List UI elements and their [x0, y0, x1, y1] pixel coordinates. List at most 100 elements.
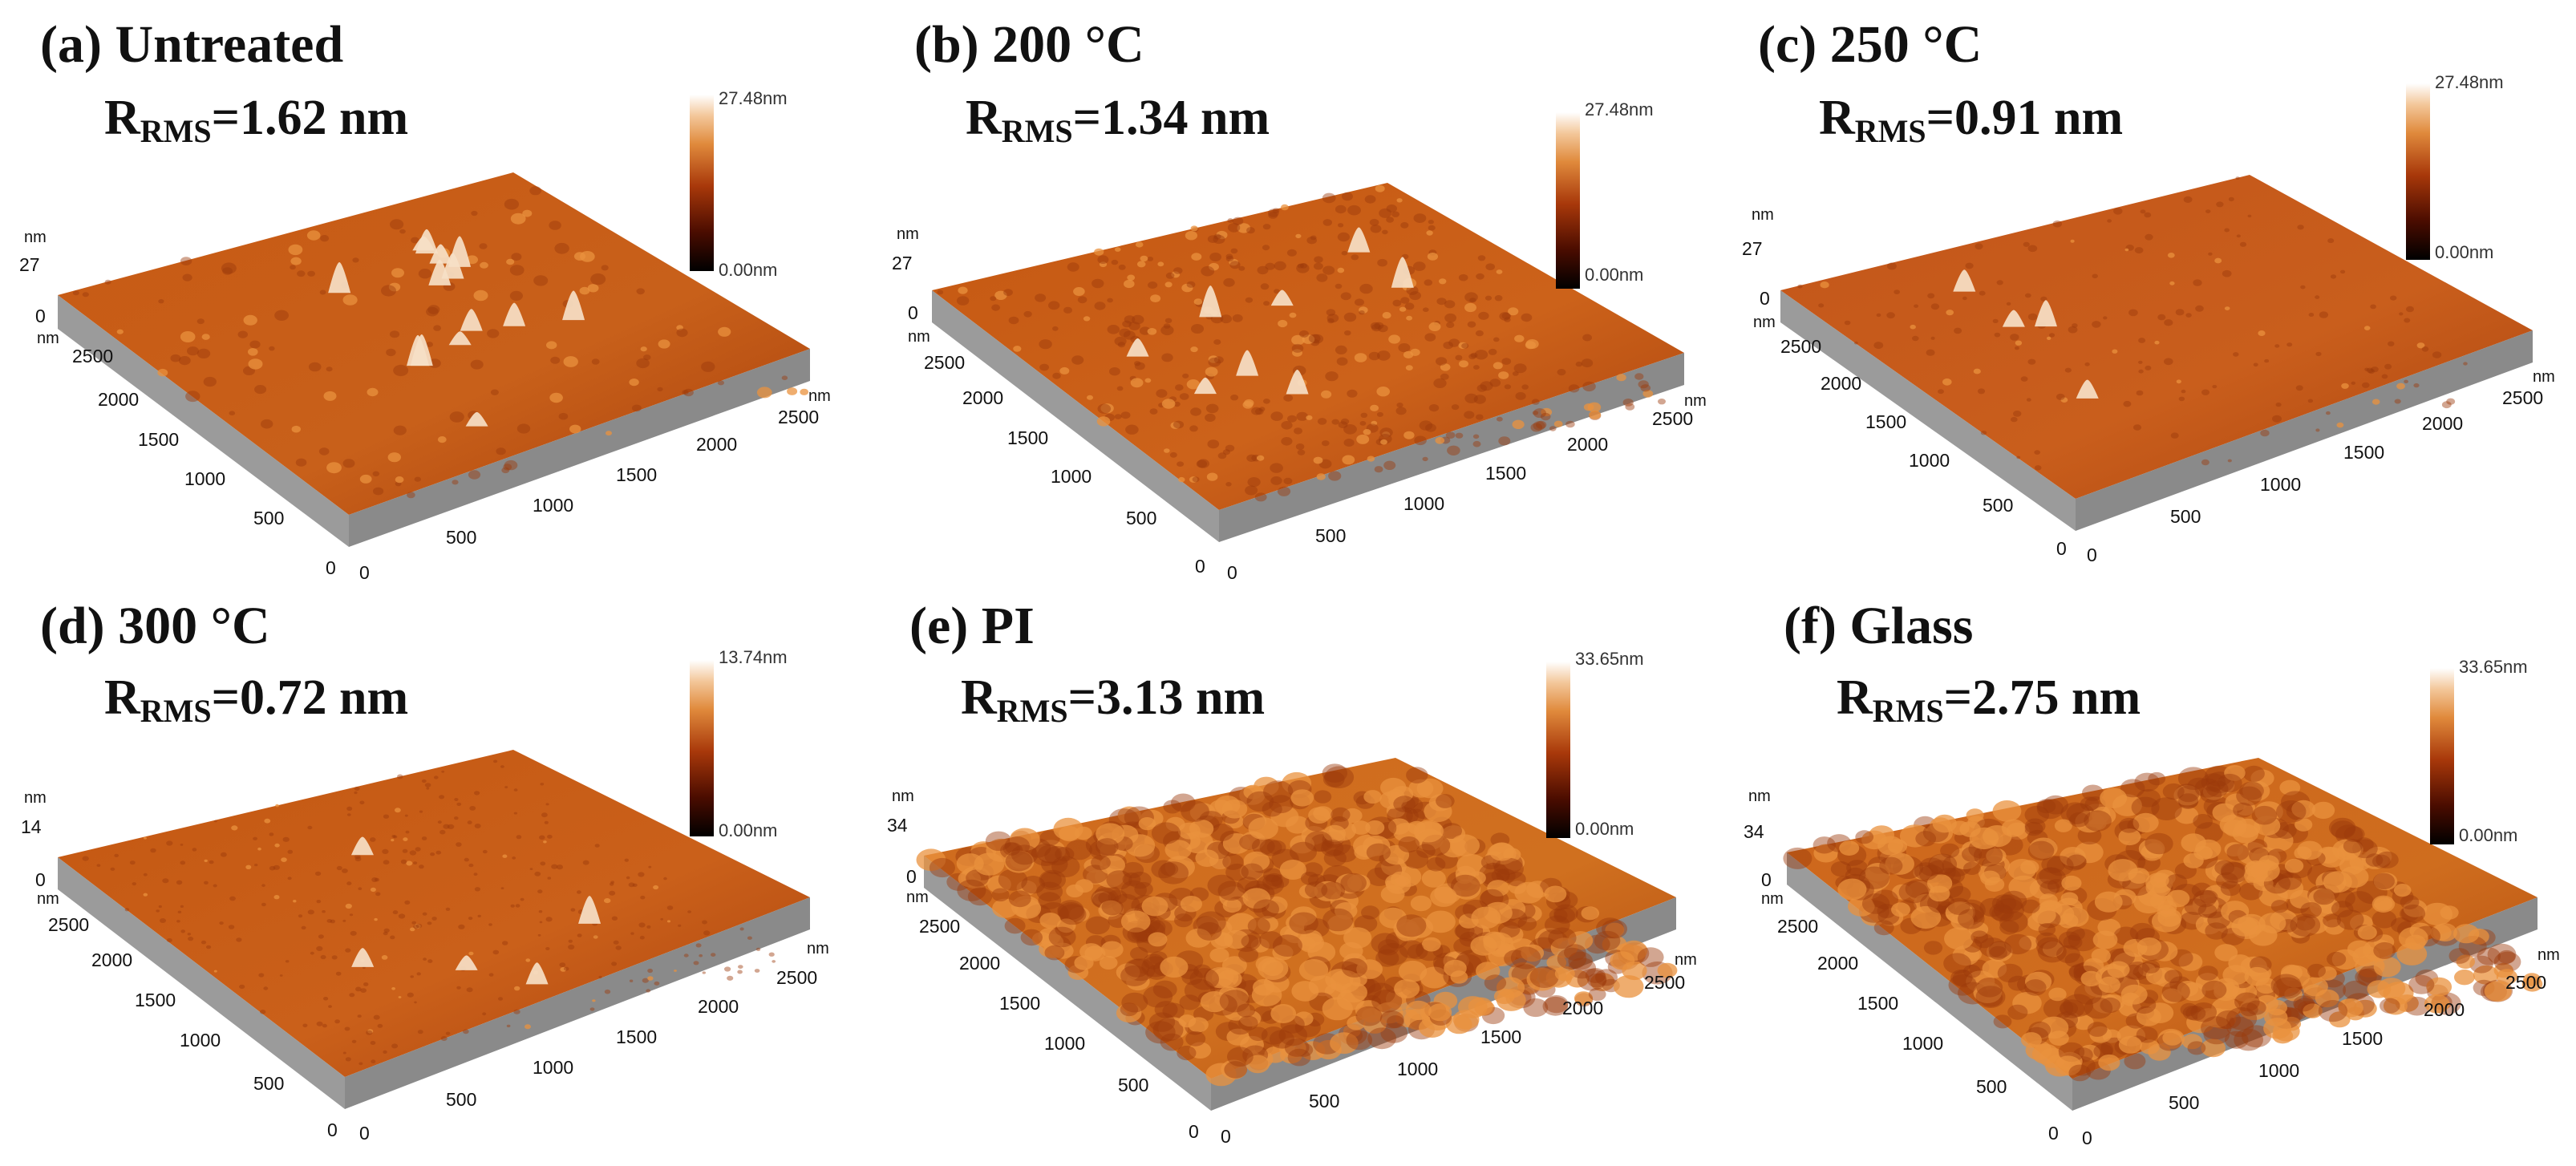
surface-bump [545, 917, 553, 922]
surface-bump [1451, 404, 1460, 411]
surface-bump [1134, 362, 1145, 370]
surface-bump [2178, 793, 2199, 808]
surface-bump [2497, 949, 2516, 964]
surface-bump [1391, 211, 1399, 217]
rms-number: =0.72 nm [211, 670, 409, 725]
surface-bump [222, 267, 233, 275]
surface-bump [2047, 336, 2051, 340]
surface-bump [456, 986, 461, 990]
surface-bump [291, 425, 301, 433]
surface-bump [1150, 294, 1161, 302]
surface-bump [1247, 477, 1261, 488]
surface-bump [180, 929, 185, 933]
surface-bump [2426, 977, 2452, 997]
surface-bump [345, 903, 352, 909]
surface-bump [2371, 399, 2380, 405]
surface-bump [1813, 836, 1836, 854]
surface-bump [1043, 942, 1064, 958]
surface-bump [537, 889, 543, 894]
surface-bump [316, 1021, 323, 1026]
surface-bump [2300, 902, 2322, 918]
surface-bump [987, 875, 1011, 893]
surface-bump [1344, 330, 1351, 336]
surface-bump [1367, 1027, 1396, 1050]
surface-bump [2092, 321, 2101, 328]
surface-bump [330, 919, 335, 924]
surface-bump [2098, 976, 2120, 994]
surface-bump [2373, 956, 2401, 978]
y-tick: 2500 [48, 914, 89, 935]
surface-bump [1914, 862, 1938, 881]
surface-bump [657, 387, 663, 392]
surface-bump [1191, 253, 1202, 261]
surface-bump [1270, 476, 1282, 485]
surface-bump [1290, 841, 1317, 863]
surface-bump [162, 878, 169, 884]
surface-bump [1286, 816, 1310, 834]
surface-bump [1323, 849, 1347, 867]
surface-bump [513, 812, 518, 815]
surface-bump [1314, 262, 1323, 270]
surface-bump [2222, 965, 2250, 986]
surface-bump [427, 305, 440, 314]
surface-bump [219, 921, 224, 925]
surface-bump [1037, 844, 1063, 864]
panel-title: (a) Untreated [40, 15, 344, 74]
surface-bump [1942, 378, 1952, 386]
surface-bump [1521, 944, 1545, 962]
surface-bump [1265, 262, 1275, 270]
surface-bump [547, 834, 553, 839]
surface-bump [2307, 963, 2326, 978]
surface-bump [1320, 840, 1344, 857]
surface-bump [2060, 397, 2068, 403]
surface-bump [1444, 300, 1456, 309]
surface-bump [1844, 320, 1851, 326]
surface-bump [315, 871, 322, 877]
surface-bump [318, 934, 324, 939]
surface-bump [342, 919, 346, 922]
surface-bump [2363, 326, 2371, 330]
surface-bump [1297, 449, 1306, 455]
surface-bump [1369, 218, 1379, 226]
surface-bump [2148, 771, 2166, 786]
surface-bump [346, 806, 353, 811]
surface-bump [591, 358, 600, 365]
surface-bump [2177, 785, 2200, 803]
surface-bump [1316, 473, 1326, 480]
surface-bump [423, 957, 427, 961]
surface-bump [431, 917, 437, 921]
surface-bump [2138, 360, 2143, 364]
surface-bump [1283, 394, 1294, 402]
surface-bump [316, 900, 322, 904]
surface-bump [1205, 366, 1218, 377]
surface-bump [383, 814, 390, 819]
surface-bump [1044, 945, 1065, 961]
surface-bump [2300, 285, 2306, 289]
surface-bump [2432, 351, 2442, 358]
surface-bump [359, 800, 365, 805]
surface-bump [367, 1029, 374, 1034]
surface-bump [1269, 1030, 1294, 1049]
surface-bump [1124, 315, 1136, 324]
surface-bump [254, 385, 267, 395]
surface-bump [415, 923, 423, 929]
surface-bump [403, 837, 408, 841]
surface-bump [1179, 393, 1189, 400]
surface-bump [482, 1012, 487, 1016]
surface-bump [275, 804, 279, 808]
surface-bump [1175, 384, 1184, 391]
surface-bump [1898, 881, 1929, 904]
x-tick: 2000 [2424, 999, 2465, 1020]
surface-bump [2212, 385, 2218, 389]
surface-bump [454, 798, 459, 801]
surface-bump [1443, 341, 1453, 350]
surface-bump [2043, 795, 2068, 815]
surface-bump [493, 759, 498, 763]
surface-bump [1262, 245, 1270, 251]
surface-bump [288, 244, 303, 256]
surface-bump [2327, 238, 2335, 244]
surface-bump [237, 330, 248, 338]
surface-bump [1322, 771, 1345, 787]
surface-bump [1510, 946, 1541, 970]
surface-bump [1134, 361, 1141, 366]
